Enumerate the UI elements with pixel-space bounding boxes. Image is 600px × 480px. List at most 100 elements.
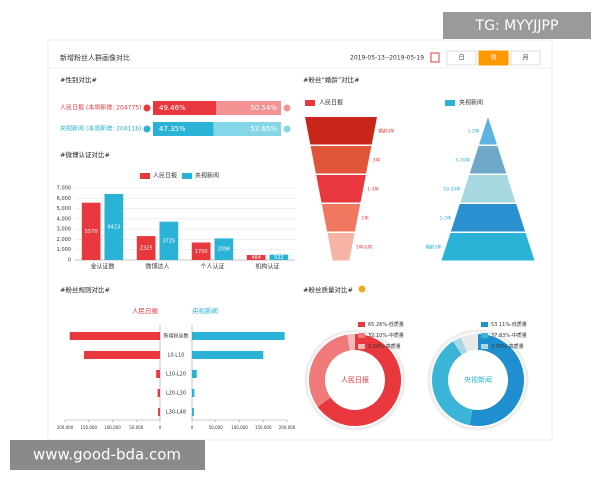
legend-swatch (182, 173, 192, 179)
funnel-label: 10-20年 (443, 185, 461, 192)
donut-hole (449, 351, 507, 409)
x-tick-label: 200,000 (279, 425, 296, 430)
watermark: TG: MYYJJPP (475, 18, 559, 34)
share-label: 52.65% (250, 125, 277, 133)
funnel-layer (327, 233, 355, 261)
funnel-layer (321, 204, 361, 232)
bar-value: 3725 (162, 238, 175, 244)
legend-swatch (358, 344, 365, 349)
legend-swatch (481, 333, 488, 338)
x-tick-label: 50,000 (129, 425, 143, 430)
legend-swatch (358, 333, 365, 338)
donut-segment (309, 334, 350, 407)
bar (192, 408, 194, 416)
x-tick-label: 0 (159, 425, 162, 430)
donut-segment (347, 334, 355, 351)
donut-outer-track (304, 329, 406, 431)
calendar-icon[interactable] (430, 52, 440, 63)
watermark: www.good-bda.com (33, 446, 181, 464)
legend-swatch (358, 322, 365, 327)
legend-label: 65.26%-低质量 (368, 321, 404, 328)
section-title: #粉丝规则对比# (60, 285, 110, 294)
category-label: L30-L48 (166, 410, 186, 416)
period-button[interactable] (446, 50, 477, 66)
x-tick-label: 微博达人 (145, 263, 169, 271)
watermark-box (443, 12, 591, 39)
legend-label: 32.10%-中质量 (368, 332, 404, 339)
bar-value: 6423 (107, 224, 120, 230)
bar (81, 202, 101, 260)
period-button-label: 月 (522, 55, 528, 62)
y-tick-label: 4,000 (57, 216, 71, 222)
category-label: L10-L20 (166, 372, 186, 378)
legend-swatch (481, 344, 488, 349)
x-tick-label: 200,000 (57, 425, 74, 430)
legend-label: 央视新闻 (195, 172, 219, 180)
section-title: #微博认证对比# (60, 150, 110, 159)
row-label: 人民日报 (本周新增: 204775) (60, 104, 141, 112)
donut-center: 人民日报 (341, 375, 369, 384)
row-label: 央视新闻 (本周新增: 204116) (60, 125, 141, 133)
date-range: 2019-05-13--2019-05-19 (350, 55, 424, 62)
funnel-label: 婚龄3年 (426, 243, 443, 250)
legend-swatch (445, 100, 455, 106)
funnel-label: 1-3年 (367, 185, 379, 192)
y-tick-label: 5,000 (57, 206, 71, 212)
funnel-label: 1-3年 (439, 214, 451, 221)
legend-label: 53.11%-低质量 (491, 321, 527, 328)
bar (156, 370, 160, 378)
funnel-layer (450, 204, 526, 232)
male-icon (143, 125, 151, 133)
series-name: 央视新闻 (192, 306, 218, 315)
category-label: 新增粉丝数 (163, 333, 188, 340)
funnel-label: 1年以内 (356, 243, 373, 250)
female-icon (283, 125, 291, 133)
y-tick-label: 7,000 (57, 186, 71, 192)
y-tick-label: 3,000 (57, 227, 71, 233)
section-title: #粉丝“婚龄”对比# (303, 75, 360, 84)
x-tick-label: 100,000 (104, 425, 121, 430)
category-label: L0-L10 (168, 353, 185, 359)
funnel-label: 1年 (362, 214, 370, 221)
funnel-layer (469, 146, 507, 174)
bar (192, 389, 195, 397)
bar (69, 332, 160, 340)
bar-value: 1700 (195, 249, 208, 255)
donut-outer-track (427, 329, 529, 431)
bar (246, 255, 266, 260)
funnel-layer (316, 175, 366, 203)
share-segment (213, 122, 281, 136)
legend-swatch (305, 100, 315, 106)
help-icon[interactable] (358, 285, 366, 293)
page-title: 新增粉丝人群画像对比 (60, 53, 130, 62)
x-tick-label: 0 (191, 425, 194, 430)
period-button[interactable] (510, 50, 541, 66)
section-title: #性别对比# (60, 75, 97, 84)
share-segment (216, 101, 281, 115)
period-button-label: 日 (458, 55, 464, 62)
funnel-layer (441, 233, 535, 261)
y-tick-label: 1,000 (57, 247, 71, 253)
funnel-label: 婚龄3年 (378, 127, 395, 134)
legend-label: 3.06%-高质量 (491, 343, 524, 350)
bar-value: 2325 (140, 246, 153, 252)
category-label: L20-L30 (166, 391, 186, 397)
period-button[interactable] (478, 50, 509, 66)
x-tick-label: 金认证数 (90, 263, 114, 271)
funnel-layer (305, 117, 377, 145)
legend-label: 2.64%-高质量 (368, 343, 401, 350)
bar (136, 236, 156, 260)
donut-center: 央视新闻 (464, 375, 492, 384)
series-name: 人民日报 (132, 306, 159, 315)
y-tick-label: 2,000 (57, 237, 71, 243)
bar (158, 408, 160, 416)
funnel-layer (479, 117, 497, 145)
x-tick-label: 机构认证 (255, 263, 279, 271)
legend-label: 央视新闻 (459, 99, 483, 107)
bar (157, 389, 160, 397)
bar-value: 2098 (217, 247, 230, 253)
share-label: 47.35% (159, 125, 186, 133)
donut-hole (326, 351, 384, 409)
x-tick-label: 50,000 (209, 425, 223, 430)
